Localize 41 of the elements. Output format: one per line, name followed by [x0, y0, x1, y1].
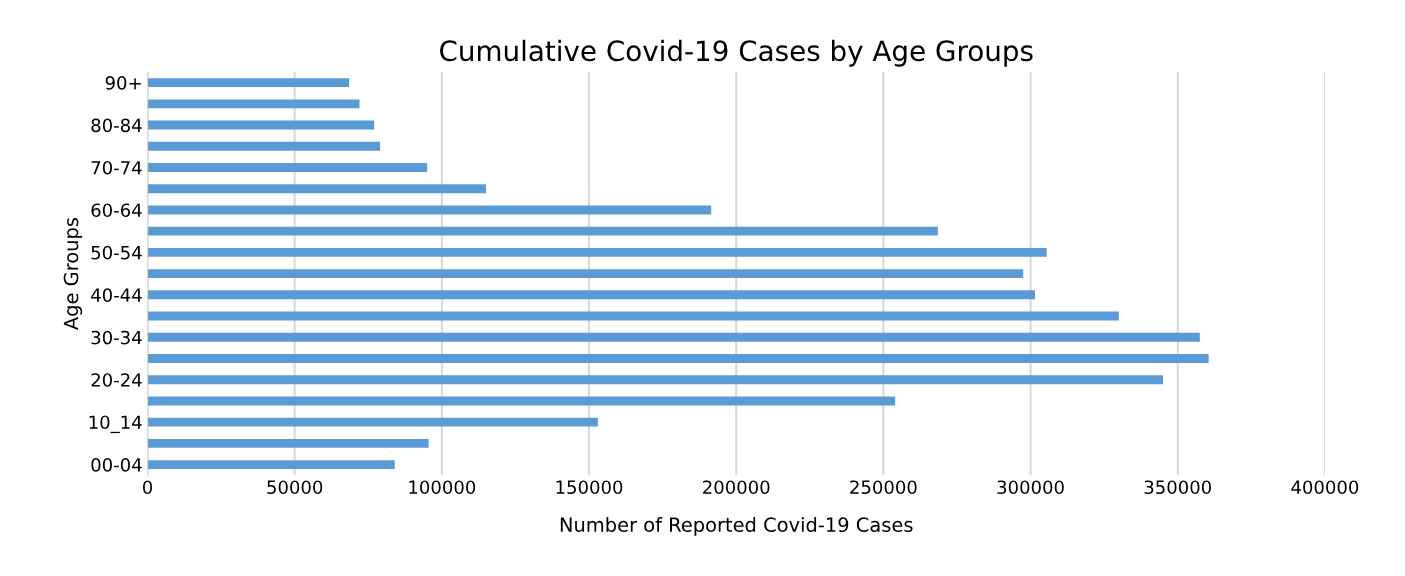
y-tick-label: 90+	[105, 76, 141, 90]
y-tick-label: 40-44	[91, 288, 142, 302]
chart-title: Cumulative Covid-19 Cases by Age Groups	[440, 39, 1033, 67]
x-tick-label: 250000	[850, 480, 917, 495]
bar	[147, 311, 1119, 321]
bar	[147, 438, 429, 448]
bar	[147, 269, 1024, 279]
bar	[147, 205, 712, 215]
x-axis-title: Number of Reported Covid-19 Cases	[560, 516, 913, 536]
bar	[147, 247, 1047, 257]
bar	[147, 460, 395, 470]
bar	[147, 141, 381, 151]
y-tick-label: 20-24	[91, 373, 142, 387]
x-tick-label: 50000	[267, 480, 323, 495]
y-axis-title: Age Groups	[63, 218, 83, 330]
x-tick-label: 100000	[409, 480, 476, 495]
bar	[147, 396, 896, 406]
x-tick-label: 350000	[1144, 480, 1211, 495]
x-tick-label: 400000	[1291, 480, 1359, 495]
bar	[147, 375, 1164, 385]
bar	[147, 78, 350, 88]
x-tick-label: 150000	[556, 480, 623, 495]
bar	[147, 290, 1035, 300]
y-tick-label: 30-34	[91, 330, 142, 345]
bar	[147, 417, 598, 427]
y-tick-label: 10_14	[89, 415, 142, 434]
x-tick-label: 0	[142, 480, 153, 495]
bar	[147, 332, 1200, 342]
y-tick-label: 70-74	[91, 160, 142, 175]
bar	[147, 99, 360, 109]
x-tick-label: 300000	[997, 480, 1064, 495]
bar	[147, 120, 375, 130]
bar	[147, 184, 487, 194]
bar	[147, 354, 1209, 363]
y-tick-label: 50-54	[91, 245, 142, 260]
y-tick-label: 60-64	[91, 203, 142, 218]
y-tick-label: 80-84	[91, 118, 142, 133]
x-tick-label: 200000	[703, 480, 770, 495]
y-tick-label: 00-04	[91, 458, 142, 472]
bar	[147, 226, 938, 236]
bar	[147, 163, 428, 172]
